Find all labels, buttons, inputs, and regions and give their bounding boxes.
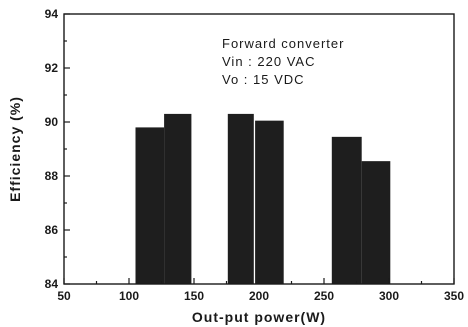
bar-6 (361, 161, 391, 284)
y-tick-label-86: 86 (45, 223, 59, 237)
x-tick-label-150: 150 (184, 289, 204, 303)
y-tick-label-92: 92 (45, 61, 59, 75)
bar-1 (135, 127, 165, 285)
bars-group (135, 113, 391, 285)
x-tick-label-350: 350 (444, 289, 464, 303)
x-tick-label-100: 100 (119, 289, 139, 303)
bar-5 (331, 136, 362, 284)
y-tick-label-90: 90 (45, 115, 59, 129)
bar-3 (227, 113, 254, 285)
y-axis-title: Efficiency (%) (7, 96, 23, 202)
annotation-line-1: Forward converter (222, 36, 344, 51)
bar-2 (164, 113, 192, 285)
y-tick-label-84: 84 (45, 277, 59, 291)
x-tick-label-50: 50 (57, 289, 71, 303)
annotation-line-2: Vin : 220 VAC (222, 54, 315, 69)
annotation-line-3: Vo : 15 VDC (222, 72, 305, 87)
x-axis-ticks: 50 100 150 200 250 300 350 (57, 278, 464, 303)
y-tick-label-88: 88 (45, 169, 59, 183)
bar-4 (255, 120, 284, 285)
x-tick-label-300: 300 (379, 289, 399, 303)
x-tick-label-200: 200 (249, 289, 269, 303)
x-axis-title: Out-put power(W) (192, 309, 326, 325)
y-tick-label-94: 94 (45, 7, 59, 21)
y-axis-ticks: 84 86 88 90 92 94 (45, 7, 70, 291)
x-tick-label-250: 250 (314, 289, 334, 303)
